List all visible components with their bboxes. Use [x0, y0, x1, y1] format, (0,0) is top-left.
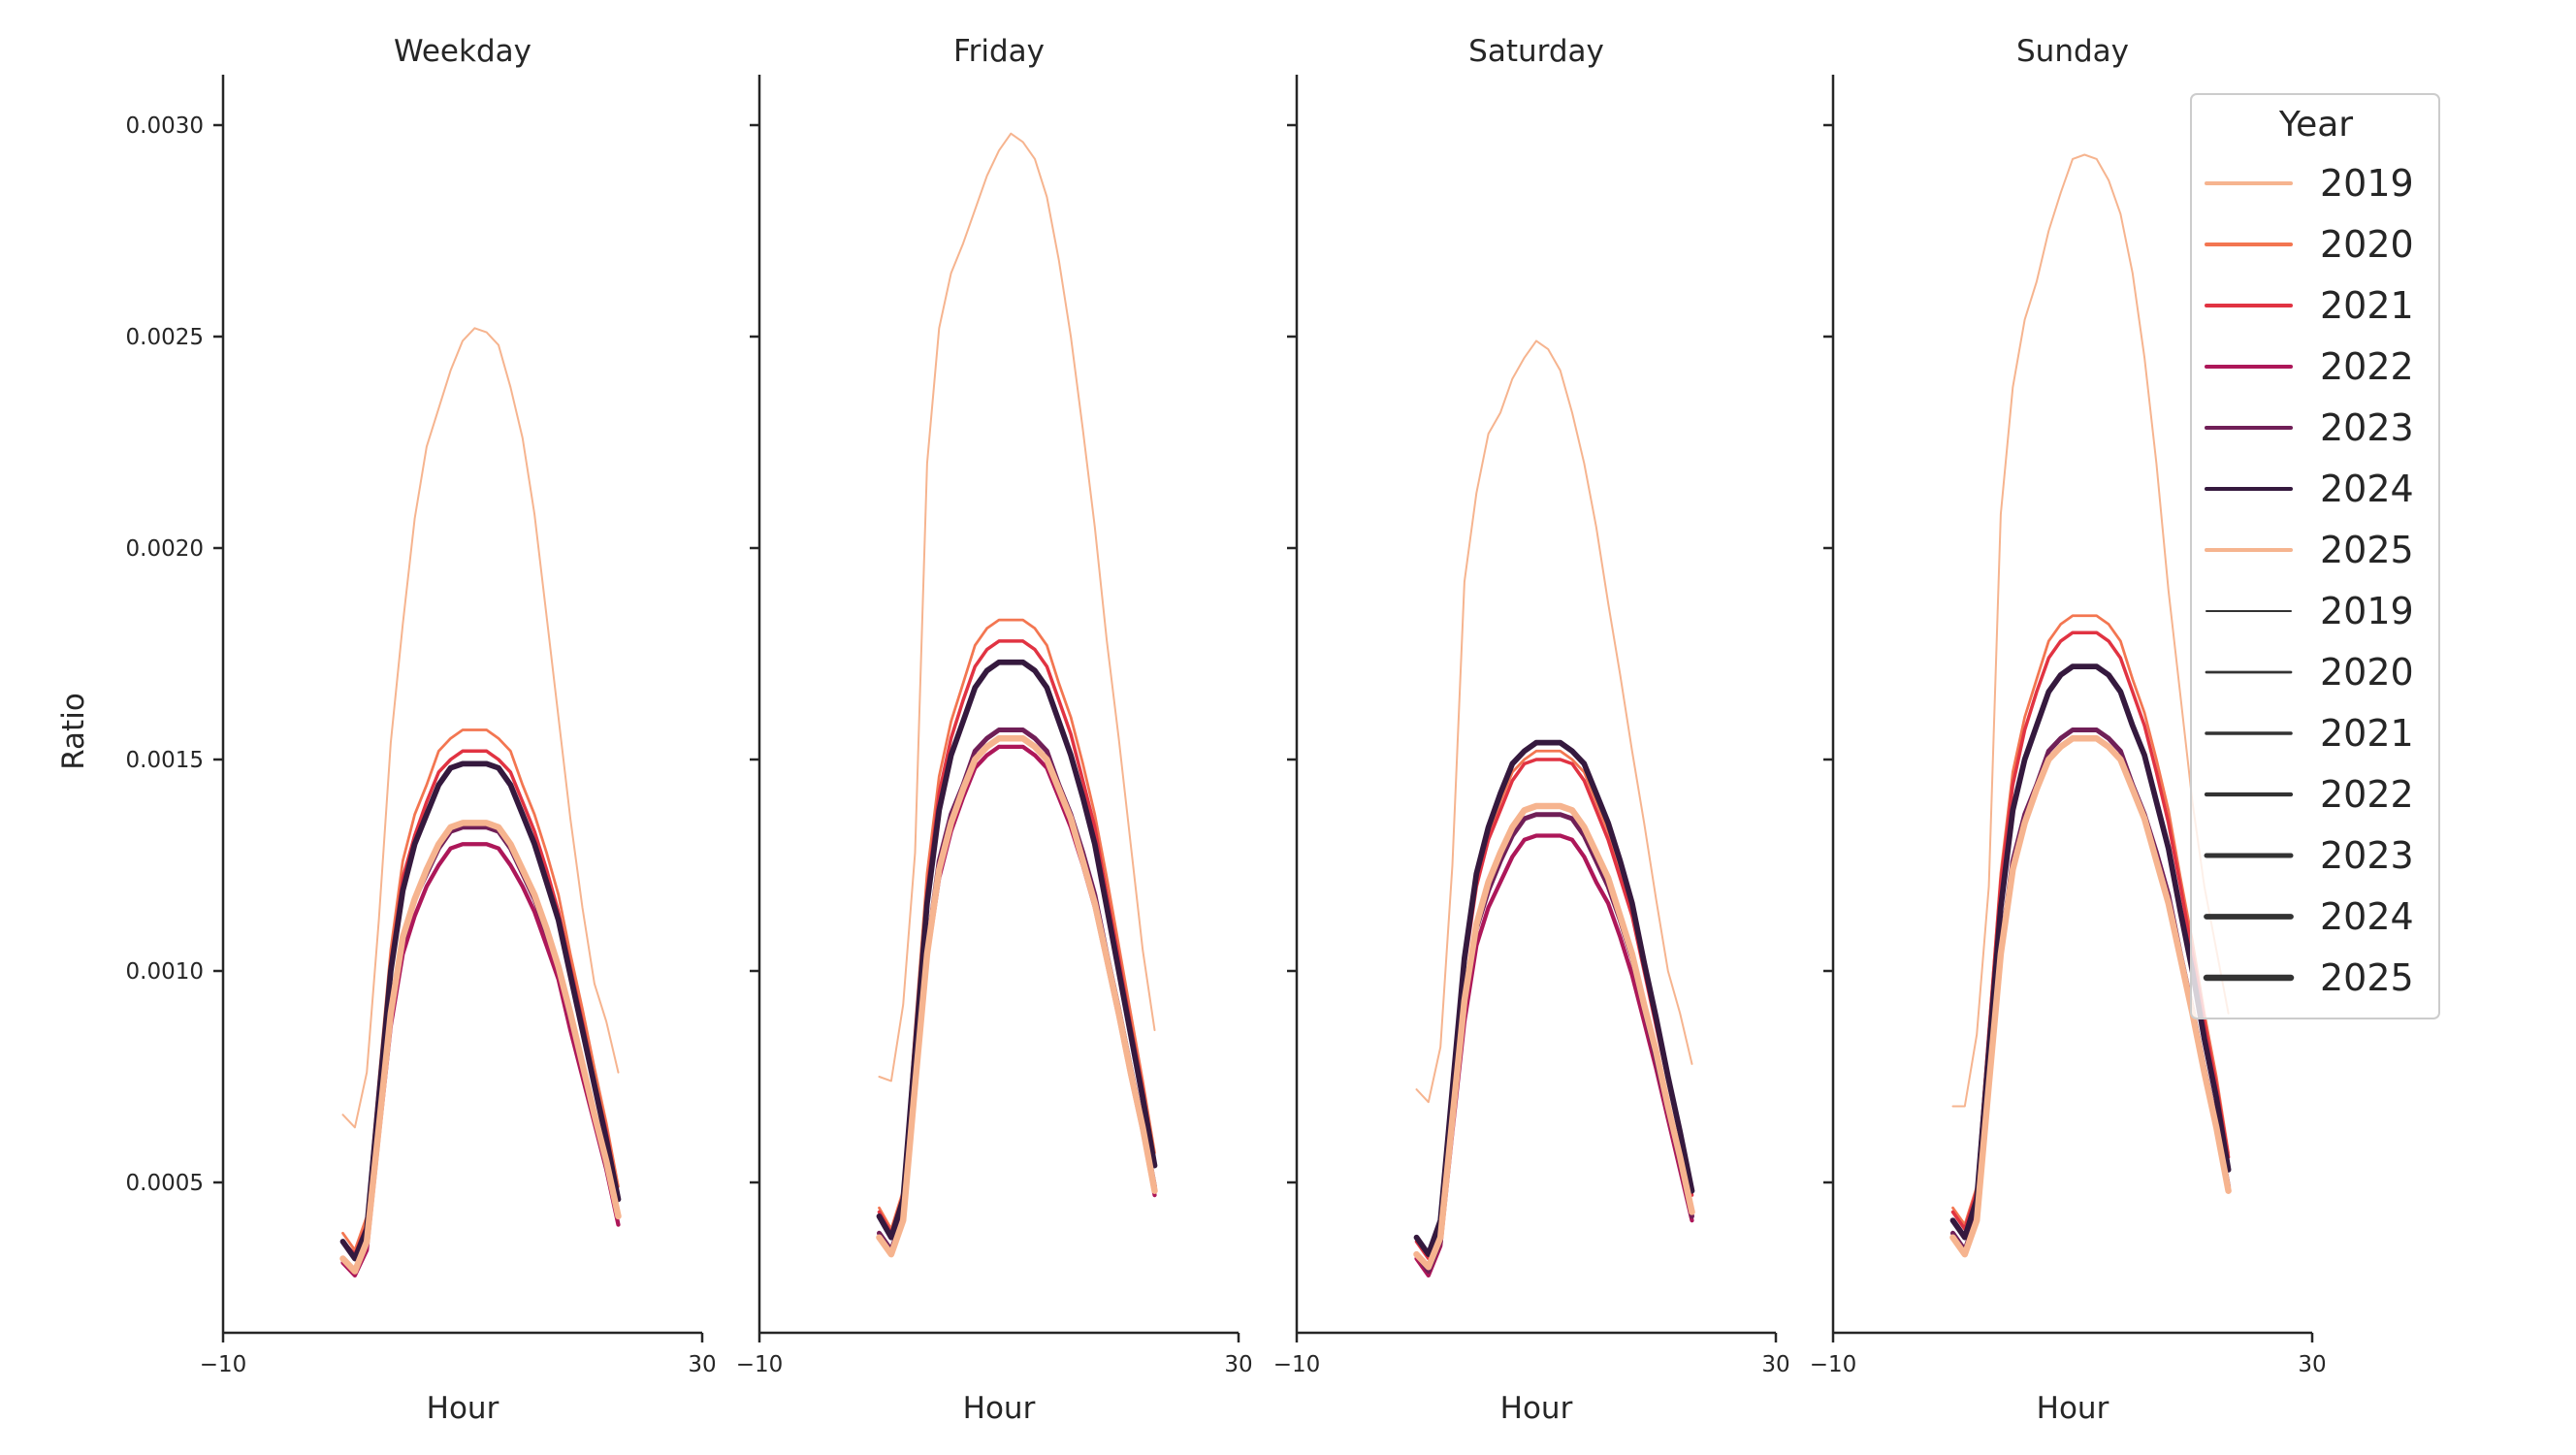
legend-entry-size-2021: 2021 [2205, 712, 2414, 755]
x-tick-label: −10 [1810, 1352, 1857, 1377]
panel-title: Weekday [394, 34, 531, 69]
series-line-2024 [876, 659, 1158, 1241]
legend-label: 2022 [2320, 345, 2414, 388]
y-tick-label: 0.0020 [126, 536, 204, 562]
series-line-2019 [1415, 340, 1693, 1104]
series-line-2019 [878, 132, 1156, 1083]
series-line-2019 [341, 327, 620, 1129]
y-tick-label: 0.0015 [126, 748, 204, 773]
panel-title: Sunday [2016, 34, 2129, 69]
legend-label: 2025 [2320, 529, 2414, 571]
y-axis-label: Ratio [56, 693, 91, 770]
legend-entry-size-2023: 2023 [2204, 834, 2414, 877]
panel-sunday: Sunday −10 30 Hour [1810, 34, 2327, 1426]
y-tick-label: 0.0025 [126, 325, 204, 350]
series-line-2024 [1949, 663, 2232, 1241]
legend-title: Year [2278, 105, 2353, 145]
legend-entry-hue-2023: 2023 [2205, 406, 2414, 449]
legend-label: 2024 [2320, 468, 2414, 510]
x-tick-label: 30 [688, 1352, 716, 1377]
legend-entry-hue-2020: 2020 [2205, 223, 2414, 266]
panel-title: Saturday [1468, 34, 1604, 69]
legend-label: 2020 [2320, 223, 2414, 266]
y-tick-label: 0.0005 [126, 1171, 204, 1196]
x-tick-label: −10 [200, 1352, 247, 1377]
legend-entry-hue-2024: 2024 [2205, 468, 2414, 510]
legend-entry-hue-2022: 2022 [2205, 345, 2414, 388]
panel-title: Friday [953, 34, 1045, 69]
legend-label: 2020 [2320, 651, 2414, 694]
series-line-2025 [1949, 734, 2232, 1258]
legend-box [2190, 93, 2440, 1019]
y-tick-label: 0.0030 [126, 113, 204, 139]
series-line-2019 [1951, 153, 2230, 1108]
legend-label: 2023 [2320, 406, 2414, 449]
x-tick-label: 30 [1761, 1352, 1789, 1377]
series-line-2025 [876, 734, 1158, 1258]
legend-entry-size-2022: 2022 [2204, 773, 2414, 816]
panel-weekday: Weekday 0.0005 0.0010 0.0015 0.0020 0.0025 0.0… [126, 34, 717, 1426]
panel-friday: Friday −10 30 Hour [736, 34, 1253, 1426]
legend-label: 2021 [2320, 284, 2414, 327]
x-axis-label: Hour [1500, 1391, 1573, 1426]
legend-entry-hue-2021: 2021 [2205, 284, 2414, 327]
x-tick-label: 30 [1224, 1352, 1252, 1377]
panel-saturday: Saturday −10 30 Hour [1273, 34, 1790, 1426]
legend-label: 2025 [2320, 956, 2414, 999]
x-tick-label: −10 [1273, 1352, 1321, 1377]
series-line-2025 [1413, 802, 1695, 1271]
legend-entry-hue-2019: 2019 [2205, 162, 2414, 205]
legend-label: 2019 [2320, 590, 2414, 632]
legend-label: 2024 [2320, 895, 2414, 938]
legend-entry-size-2020: 2020 [2205, 651, 2414, 694]
series-line-2024 [1413, 739, 1695, 1257]
x-tick-label: −10 [736, 1352, 784, 1377]
legend-entry-size-2024: 2024 [2204, 895, 2414, 938]
series-line-2025 [339, 820, 622, 1275]
legend-label: 2023 [2320, 834, 2414, 877]
x-axis-label: Hour [963, 1391, 1036, 1426]
panels: Weekday 0.0005 0.0010 0.0015 0.0020 0.0025 0.0… [126, 34, 2327, 1426]
legend-label: 2022 [2320, 773, 2414, 816]
legend: Year 2019 2020 2021 2022 2023 2024 2025 2019 202… [2190, 93, 2440, 1019]
legend-entry-hue-2025: 2025 [2205, 529, 2414, 571]
series-line-2024 [339, 760, 622, 1262]
y-tick-label: 0.0010 [126, 959, 204, 985]
x-axis-label: Hour [2037, 1391, 2109, 1426]
legend-label: 2021 [2320, 712, 2414, 755]
x-axis-label: Hour [427, 1391, 499, 1426]
legend-entry-size-2025: 2025 [2203, 956, 2414, 999]
x-tick-label: 30 [2298, 1352, 2326, 1377]
legend-entry-size-2019: 2019 [2206, 590, 2414, 632]
legend-label: 2019 [2320, 162, 2414, 205]
